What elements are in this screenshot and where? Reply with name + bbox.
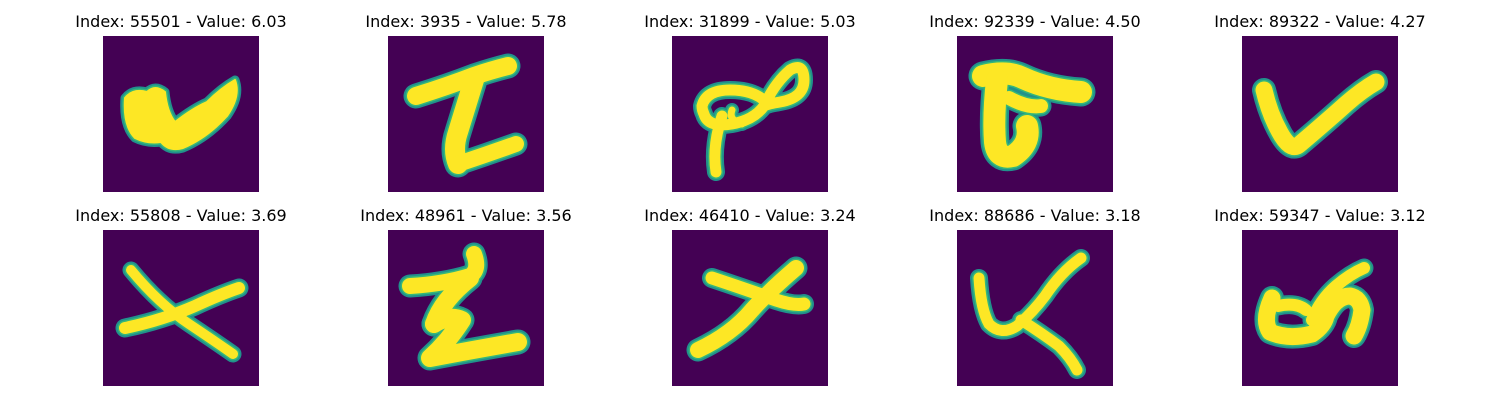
digit-stroke [696,62,810,131]
digit-image [1242,36,1398,192]
digit-image [388,230,544,386]
digit-image [957,36,1113,192]
digit-stroke [690,260,804,358]
digit-stroke [445,70,484,174]
panel-title: Index: 59347 - Value: 3.12 [1214,206,1426,225]
panel-title: Index: 55808 - Value: 3.69 [75,206,287,225]
digit-stroke [983,69,1039,168]
digit-stroke [973,252,1087,336]
digit-stroke [1015,314,1083,376]
digit-stroke [705,271,811,311]
digit-stroke [709,110,728,178]
digit-stroke [450,136,524,172]
digit-stroke [1306,262,1370,326]
digit-stroke [421,308,527,367]
digit-image [672,230,828,386]
panel-title: Index: 88686 - Value: 3.18 [929,206,1141,225]
digit-image [957,230,1113,386]
digit-stroke [123,79,238,151]
digit-stroke [126,265,238,359]
digit-stroke [1002,91,1048,114]
digit-stroke [727,106,746,128]
digit-stroke [1255,73,1385,156]
digit-stroke [1272,298,1312,316]
digit-stroke [119,282,245,334]
panel-title: Index: 89322 - Value: 4.27 [1214,12,1426,31]
digit-image [388,36,544,192]
panel-title: Index: 48961 - Value: 3.56 [360,206,572,225]
digit-image [672,36,828,192]
digit-stroke [1258,287,1371,346]
panel-title: Index: 92339 - Value: 4.50 [929,12,1141,31]
panel-title: Index: 55501 - Value: 6.03 [75,12,287,31]
digit-image [103,36,259,192]
digit-image [1242,230,1398,386]
panel-title: Index: 31899 - Value: 5.03 [644,12,856,31]
panel-title: Index: 46410 - Value: 3.24 [644,206,856,225]
panel-title: Index: 3935 - Value: 5.78 [365,12,567,31]
digit-image [103,230,259,386]
